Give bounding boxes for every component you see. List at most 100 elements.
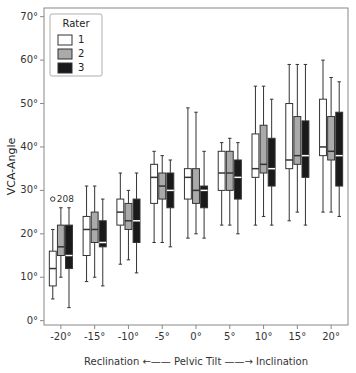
upper-cap (160, 155, 163, 156)
x-axis-label: Reclination ←—— Pelvic Tilt ——→ Inclinat… (84, 356, 308, 367)
lower-cap (127, 259, 130, 260)
upper-cap (270, 99, 273, 100)
upper-whisker (263, 86, 264, 125)
box (218, 143, 225, 226)
legend-label: 2 (78, 48, 84, 59)
median (91, 229, 98, 231)
upper-whisker (52, 229, 53, 251)
upper-whisker (128, 190, 129, 203)
box-body (320, 99, 327, 155)
y-tick-label: 0° (27, 315, 38, 326)
y-tick-label: 60° (20, 54, 38, 65)
upper-whisker (102, 199, 103, 221)
lower-cap (304, 225, 307, 226)
upper-whisker (221, 143, 222, 152)
y-tick-label: 50° (20, 98, 38, 109)
upper-cap (85, 186, 88, 187)
legend-swatch (58, 49, 72, 59)
upper-whisker (154, 151, 155, 164)
box-body (201, 186, 208, 208)
box (83, 186, 90, 282)
upper-whisker (323, 60, 324, 99)
upper-whisker (271, 99, 272, 138)
y-axis-label: VCA-Angle (5, 138, 18, 196)
upper-whisker (94, 186, 95, 212)
median (234, 177, 241, 179)
median (125, 220, 132, 222)
lower-whisker (263, 173, 264, 216)
median (49, 268, 56, 270)
lower-whisker (102, 247, 103, 286)
lower-whisker (339, 186, 340, 216)
lower-cap (119, 264, 122, 265)
box-body (294, 117, 301, 165)
x-tick-label: -5° (155, 331, 170, 342)
lower-whisker (237, 199, 238, 234)
upper-whisker (162, 156, 163, 173)
median (226, 172, 233, 174)
upper-cap (169, 159, 172, 160)
median (184, 177, 191, 179)
box-body (125, 203, 132, 229)
lower-cap (202, 238, 205, 239)
lower-whisker (271, 186, 272, 225)
median (117, 211, 124, 213)
upper-cap (220, 142, 223, 143)
lower-cap (93, 277, 96, 278)
x-tick-label: 15° (288, 331, 306, 342)
lower-cap (337, 216, 340, 217)
upper-whisker (229, 138, 230, 151)
upper-cap (93, 186, 96, 187)
x-tick (94, 325, 95, 329)
box (320, 60, 327, 212)
upper-cap (101, 199, 104, 200)
box-body (252, 134, 259, 177)
lower-cap (160, 242, 163, 243)
box-body (167, 173, 174, 208)
y-tick (40, 146, 44, 147)
y-tick (40, 233, 44, 234)
box (302, 64, 309, 225)
y-tick (40, 60, 44, 61)
chart: 0°10°20°30°40°50°60°70°-20°-15°-10°-5°0°… (0, 0, 356, 373)
lower-cap (288, 220, 291, 221)
box (91, 186, 98, 277)
legend-label: 1 (78, 34, 84, 45)
median (66, 255, 73, 257)
box (226, 138, 233, 225)
upper-whisker (187, 108, 188, 169)
box (252, 86, 259, 225)
x-tick (229, 325, 230, 329)
y-tick-label: 30° (20, 184, 38, 195)
y-tick (40, 16, 44, 17)
box-body (302, 121, 309, 177)
upper-cap (135, 173, 138, 174)
box-body (336, 112, 343, 186)
upper-cap (202, 151, 205, 152)
lower-whisker (331, 160, 332, 212)
upper-whisker (297, 64, 298, 116)
lower-whisker (229, 190, 230, 225)
y-tick-label: 20° (20, 228, 38, 239)
lower-whisker (204, 208, 205, 238)
box-body (226, 151, 233, 190)
lower-whisker (196, 203, 197, 233)
upper-whisker (68, 208, 69, 225)
x-tick (162, 325, 163, 329)
lower-whisker (297, 164, 298, 212)
legend-swatch (58, 63, 72, 73)
x-tick (196, 325, 197, 329)
upper-whisker (339, 82, 340, 112)
x-tick-label: -10° (118, 331, 139, 342)
y-tick (40, 103, 44, 104)
x-tick-label: 0° (190, 331, 201, 342)
upper-cap (254, 86, 257, 87)
lower-whisker (128, 229, 129, 259)
box (336, 82, 343, 217)
lower-cap (262, 216, 265, 217)
box (268, 99, 275, 225)
lower-cap (296, 212, 299, 213)
outlier-label: 208 (57, 194, 74, 204)
lower-cap (67, 307, 70, 308)
x-tick-label: 20° (322, 331, 340, 342)
